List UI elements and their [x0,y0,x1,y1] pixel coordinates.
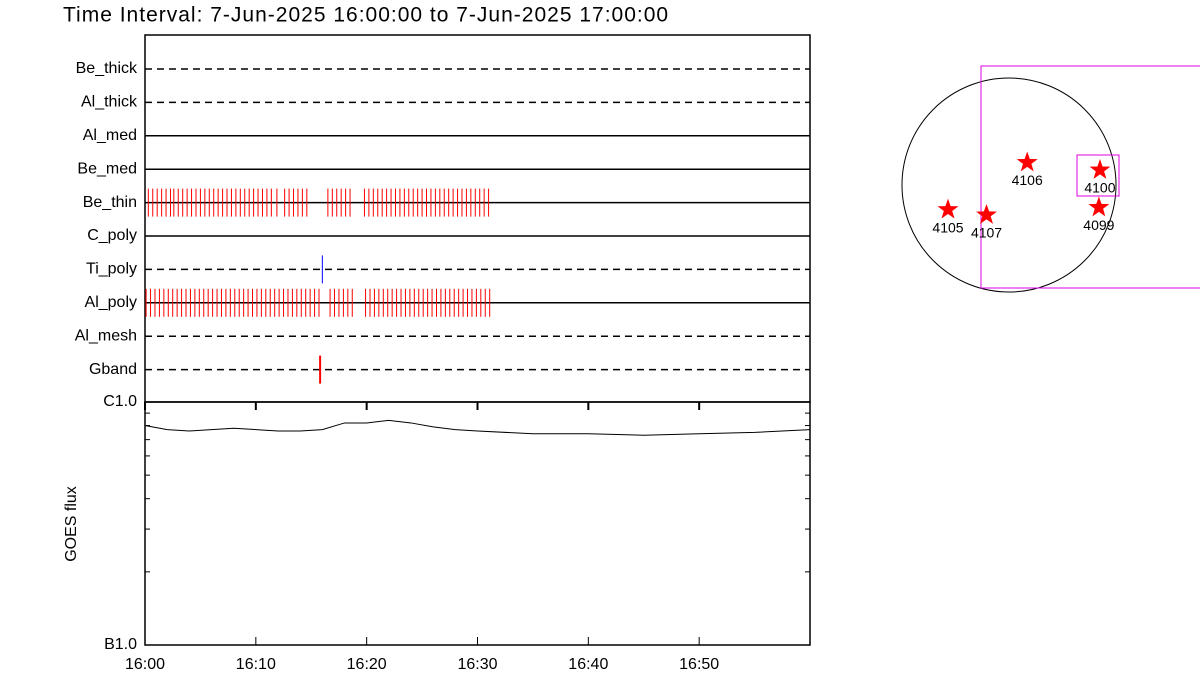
row-label: C_poly [87,227,137,244]
ar-star [937,198,959,219]
row-label: Be_med [77,160,137,177]
ar-label: 4105 [932,219,963,235]
y-tick-label: C1.0 [103,393,137,410]
ar-star [1088,196,1110,217]
ar-star [1016,151,1038,172]
x-tick-label: 16:00 [125,656,165,673]
ar-label: 4107 [971,225,1002,241]
fov-box-small [1076,154,1120,197]
x-tick-label: 16:20 [347,656,387,673]
ar-label: 4106 [1012,172,1043,188]
y-tick-label: B1.0 [104,636,137,653]
y-axis-label: GOES flux [63,486,80,562]
flux-line [144,419,811,436]
chart-title: Time Interval: 7-Jun-2025 16:00:00 to 7-… [63,4,669,27]
row-label: Al_thick [81,94,138,111]
row-label: Be_thin [83,194,137,211]
timeline-frame [144,34,811,403]
row-label: Al_mesh [75,327,137,344]
row-label: Ti_poly [86,261,137,278]
ar-label: 4100 [1084,180,1115,196]
ar-star [976,204,997,224]
goes-frame [144,401,811,646]
row-label: Al_med [83,127,137,144]
x-tick-label: 16:40 [568,656,608,673]
x-tick-label: 16:10 [236,656,276,673]
fov-box [980,65,1200,289]
x-tick-label: 16:50 [679,656,719,673]
row-label: Gband [89,361,137,378]
solar-disk [901,77,1117,293]
ar-star [1089,159,1111,179]
x-tick-label: 16:30 [457,656,497,673]
ar-label: 4099 [1083,217,1114,233]
row-label: Be_thick [76,60,138,77]
row-label: Al_poly [85,294,137,311]
